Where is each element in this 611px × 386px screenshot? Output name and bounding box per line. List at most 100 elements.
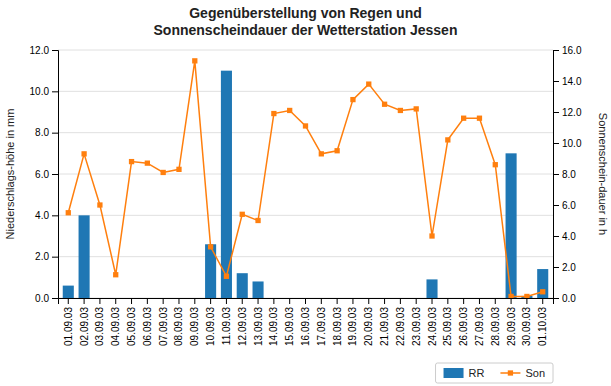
x-tick-mark	[368, 298, 369, 304]
y2-tick: 6.0	[553, 200, 576, 211]
marker	[414, 106, 419, 111]
x-tick: 21.09.03	[379, 298, 390, 346]
y-tick-label: 6.0	[35, 169, 49, 180]
bar	[411, 298, 422, 299]
y-tick: 0.0	[35, 293, 58, 304]
bar	[268, 298, 279, 299]
y-tick: 10.0	[30, 86, 58, 97]
x-tick-mark	[432, 298, 433, 304]
marker	[208, 244, 213, 249]
x-tick-mark	[416, 298, 417, 304]
bar	[284, 298, 295, 299]
bar	[126, 298, 137, 299]
y2-tick: 10.0	[553, 138, 582, 149]
x-tick-label: 18.09.03	[332, 307, 343, 346]
x-tick-label: 24.09.03	[427, 307, 438, 346]
x-tick-mark	[84, 298, 85, 304]
legend: RRSon	[436, 363, 553, 383]
x-tick-mark	[115, 298, 116, 304]
y2-axis-title: Sonnenschein-dauer in h	[597, 113, 609, 235]
y-tick: 2.0	[35, 251, 58, 262]
y2-tick-mark	[553, 50, 559, 51]
y2-tick-label: 10.0	[562, 138, 582, 149]
y2-tick-label: 0.0	[562, 293, 576, 304]
x-tick: 18.09.03	[332, 298, 343, 346]
x-tick-label: 03.09.03	[94, 307, 105, 346]
marker	[240, 212, 245, 217]
marker	[129, 159, 134, 164]
x-tick-label: 05.09.03	[126, 307, 137, 346]
y2-tick-mark	[553, 298, 559, 299]
legend-frame	[436, 363, 553, 383]
marker	[461, 116, 466, 121]
x-tick-mark	[289, 298, 290, 304]
x-tick: 16.09.03	[300, 298, 311, 346]
x-tick-label: 01.09.03	[63, 307, 74, 346]
marker	[508, 294, 513, 298]
x-tick-label: 21.09.03	[379, 307, 390, 346]
legend-swatch	[444, 368, 464, 378]
chart-svg: Gegenüberstellung von Regen undSonnensch…	[0, 0, 611, 386]
y2-tick-mark	[553, 267, 559, 268]
x-tick-mark	[99, 298, 100, 304]
bar	[442, 298, 453, 299]
y2-tick: 16.0	[553, 45, 582, 56]
marker	[540, 289, 545, 294]
y-tick-label: 4.0	[35, 210, 49, 221]
grid-line	[58, 50, 553, 51]
y-tick-label: 8.0	[35, 127, 49, 138]
x-tick-label: 12.09.03	[237, 307, 248, 346]
x-tick: 19.09.03	[347, 298, 358, 346]
x-tick-mark	[511, 298, 512, 304]
marker	[524, 294, 529, 298]
bar	[300, 298, 311, 299]
bar	[363, 298, 374, 299]
bar	[458, 298, 469, 299]
y2-tick: 4.0	[553, 231, 576, 242]
y2-tick: 2.0	[553, 262, 576, 273]
y2-tick-label: 16.0	[562, 45, 582, 56]
y-tick-label: 0.0	[35, 293, 49, 304]
bar	[63, 286, 74, 298]
x-tick-label: 17.09.03	[316, 307, 327, 346]
marker	[81, 151, 86, 156]
x-tick: 07.09.03	[158, 298, 169, 346]
y2-tick-label: 6.0	[562, 200, 576, 211]
marker	[350, 97, 355, 102]
x-tick: 22.09.03	[395, 298, 406, 346]
bar	[395, 298, 406, 299]
bar	[205, 244, 216, 298]
x-tick-mark	[352, 298, 353, 304]
marker	[113, 272, 118, 277]
x-tick: 25.09.03	[442, 298, 453, 346]
x-tick: 04.09.03	[110, 298, 121, 346]
marker	[334, 148, 339, 153]
legend-item: RR	[444, 367, 485, 379]
plot-area: 01.09.03 02.09.03 03.09.03 04.09.03 05.09.03…	[4, 45, 609, 346]
bar	[506, 153, 517, 298]
x-tick: 14.09.03	[268, 298, 279, 346]
x-tick: 15.09.03	[284, 298, 295, 346]
x-tick-mark	[384, 298, 385, 304]
y2-tick-label: 12.0	[562, 107, 582, 118]
marker	[477, 116, 482, 121]
y2-tick: 14.0	[553, 76, 582, 87]
x-tick: 01.09.03	[63, 298, 74, 346]
marker	[145, 161, 150, 166]
x-tick-mark	[495, 298, 496, 304]
x-tick: 11.09.03	[221, 298, 232, 345]
y-tick: 8.0	[35, 127, 58, 138]
bar	[332, 298, 343, 299]
x-tick-mark	[226, 298, 227, 304]
bar	[237, 273, 248, 298]
bar	[189, 298, 200, 299]
x-tick-label: 16.09.03	[300, 307, 311, 346]
x-tick-label: 07.09.03	[158, 307, 169, 346]
bar	[94, 298, 105, 299]
x-tick: 02.09.03	[79, 298, 90, 346]
marker	[192, 58, 197, 63]
x-tick-label: 13.09.03	[253, 307, 264, 346]
x-tick-label: 23.09.03	[411, 307, 422, 346]
y-tick-mark	[52, 50, 58, 51]
x-tick: 08.09.03	[173, 298, 184, 346]
